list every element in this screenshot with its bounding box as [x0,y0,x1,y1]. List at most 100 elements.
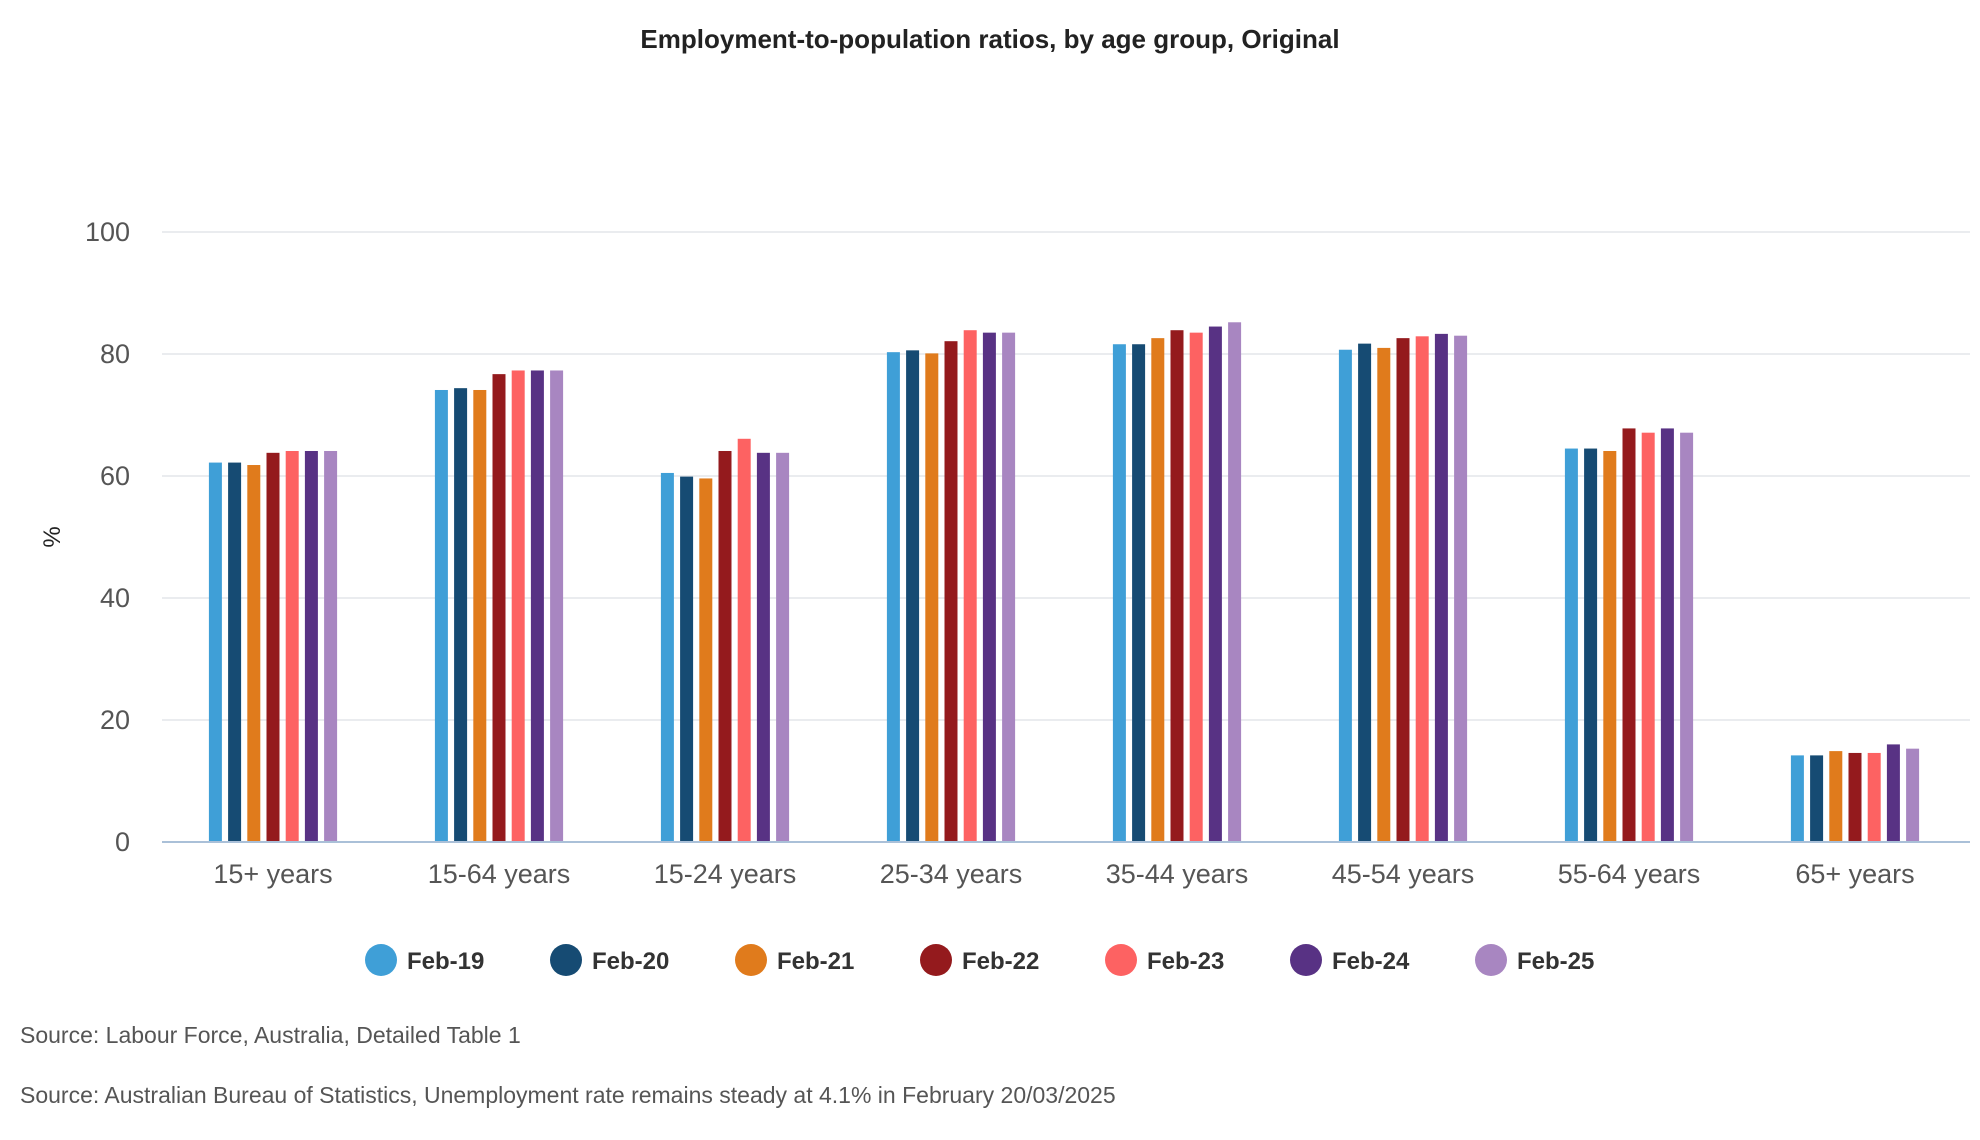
bar: Feb-19: 60.5 [660,472,674,842]
legend-swatch [735,944,767,976]
bar: Feb-22: 82.1 [944,341,958,842]
bar: Feb-25: 83.5 [1002,332,1016,842]
x-tick-label: 45-54 years [1332,859,1475,889]
legend-item[interactable]: Feb-23 [1105,944,1224,976]
bar: Feb-19: 80.7 [1338,349,1352,842]
legend-item[interactable]: Feb-25 [1475,944,1594,976]
x-tick-label: 15+ years [213,859,332,889]
legend-label: Feb-21 [777,948,854,975]
bar: Feb-21: 64.1 [1603,450,1617,842]
legend-swatch [1475,944,1507,976]
source-note-1: Source: Labour Force, Australia, Detaile… [20,1022,521,1048]
bar: Feb-21: 80.1 [925,353,939,842]
bar: Feb-25: 83 [1454,335,1468,842]
bar: Feb-22: 76.7 [492,374,506,842]
bar: Feb-19: 64.5 [1564,448,1578,842]
bar: Feb-20: 14.2 [1810,755,1824,842]
x-tick-label: 25-34 years [880,859,1023,889]
chart-title: Employment-to-population ratios, by age … [640,24,1339,54]
bar: Feb-23: 67.1 [1641,432,1655,842]
y-axis-label: % [39,526,66,547]
legend-label: Feb-25 [1517,948,1594,975]
bar: Feb-22: 64.1 [718,450,732,842]
bar: Feb-24: 67.8 [1660,428,1674,842]
legend-item[interactable]: Feb-21 [735,944,854,976]
bar: Feb-24: 83.3 [1434,333,1448,842]
bar: Feb-22: 82.6 [1396,338,1410,842]
bar: Feb-23: 66.1 [737,438,751,842]
bar: Feb-25: 67.1 [1680,432,1694,842]
bar: Feb-24: 64.1 [304,450,318,842]
bar: Feb-24: 77.3 [530,370,544,842]
bar: Feb-19: 14.2 [1790,755,1804,842]
bar: Feb-22: 14.6 [1848,752,1862,842]
bar: Feb-19: 74.1 [434,389,448,842]
bar: Feb-23: 83.5 [1189,332,1203,842]
x-tick-label: 55-64 years [1558,859,1701,889]
bar: Feb-21: 59.6 [699,478,713,842]
bar: Feb-24: 16 [1886,744,1900,842]
bar: Feb-22: 63.8 [266,452,280,842]
legend: Feb-19 Feb-20 Feb-21 Feb-22 Feb-23 Feb-24 Feb-… [365,944,1594,976]
bar: Feb-23: 14.6 [1867,752,1881,842]
legend-item[interactable]: Feb-19 [365,944,484,976]
y-tick-label: 60 [100,461,130,491]
bar: Feb-25: 64.1 [324,450,338,842]
legend-label: Feb-22 [962,948,1039,975]
bar: Feb-20: 81.6 [1132,344,1146,842]
bar: Feb-25: 63.8 [776,452,790,842]
bar: Feb-20: 74.4 [454,388,468,842]
y-tick-label: 40 [100,583,130,613]
legend-swatch [365,944,397,976]
legend-label: Feb-23 [1147,948,1224,975]
bar: Feb-23: 83.9 [963,330,977,842]
gridlines [162,231,1970,721]
legend-item[interactable]: Feb-24 [1290,944,1410,976]
legend-item[interactable]: Feb-20 [550,944,669,976]
legend-swatch [550,944,582,976]
bar: Feb-21: 61.8 [247,465,261,842]
legend-item[interactable]: Feb-22 [920,944,1039,976]
bar: Feb-25: 15.3 [1906,748,1920,842]
bar: Feb-20: 62.2 [228,462,242,842]
y-tick-label: 80 [100,339,130,369]
bar: Feb-24: 83.5 [982,332,996,842]
bar: Feb-25: 77.3 [550,370,564,842]
bar: Feb-23: 82.9 [1415,336,1429,842]
bar: Feb-20: 59.9 [680,476,694,842]
bars: Feb-19: 62.2 Feb-20: 62.2 Feb-21: 61.8 Feb-… [208,322,1920,842]
y-tick-label: 20 [100,705,130,735]
bar: Feb-21: 74.1 [473,389,487,842]
x-tick-label: 15-64 years [428,859,571,889]
x-tick-label: 65+ years [1795,859,1914,889]
bar: Feb-19: 62.2 [208,462,222,842]
legend-swatch [1105,944,1137,976]
x-axis-ticks: 15+ years 15-64 years 15-24 years 25-34 yea… [213,859,1914,889]
legend-label: Feb-24 [1332,948,1410,975]
legend-label: Feb-20 [592,948,669,975]
bar: Feb-22: 83.9 [1170,330,1184,842]
x-tick-label: 15-24 years [654,859,797,889]
bar: Feb-24: 63.8 [756,452,770,842]
source-note-2: Source: Australian Bureau of Statistics,… [20,1082,1116,1108]
y-tick-label: 0 [115,827,130,857]
x-tick-label: 35-44 years [1106,859,1249,889]
bar: Feb-23: 64.1 [285,450,299,842]
y-axis-ticks: 0 20 40 60 80 100 [85,217,130,857]
bar: Feb-25: 85.2 [1228,322,1242,842]
bar: Feb-20: 81.7 [1358,343,1372,842]
legend-swatch [1290,944,1322,976]
bar: Feb-22: 67.8 [1622,428,1636,842]
bar: Feb-23: 77.3 [511,370,525,842]
legend-swatch [920,944,952,976]
y-tick-label: 100 [85,217,130,247]
bar: Feb-19: 80.3 [886,352,900,842]
bar: Feb-21: 82.6 [1151,338,1165,842]
bar: Feb-21: 81 [1377,347,1391,842]
bar: Feb-20: 80.6 [906,350,920,842]
bar: Feb-20: 64.5 [1584,448,1598,842]
legend-label: Feb-19 [407,948,484,975]
bar: Feb-21: 14.9 [1829,751,1843,842]
